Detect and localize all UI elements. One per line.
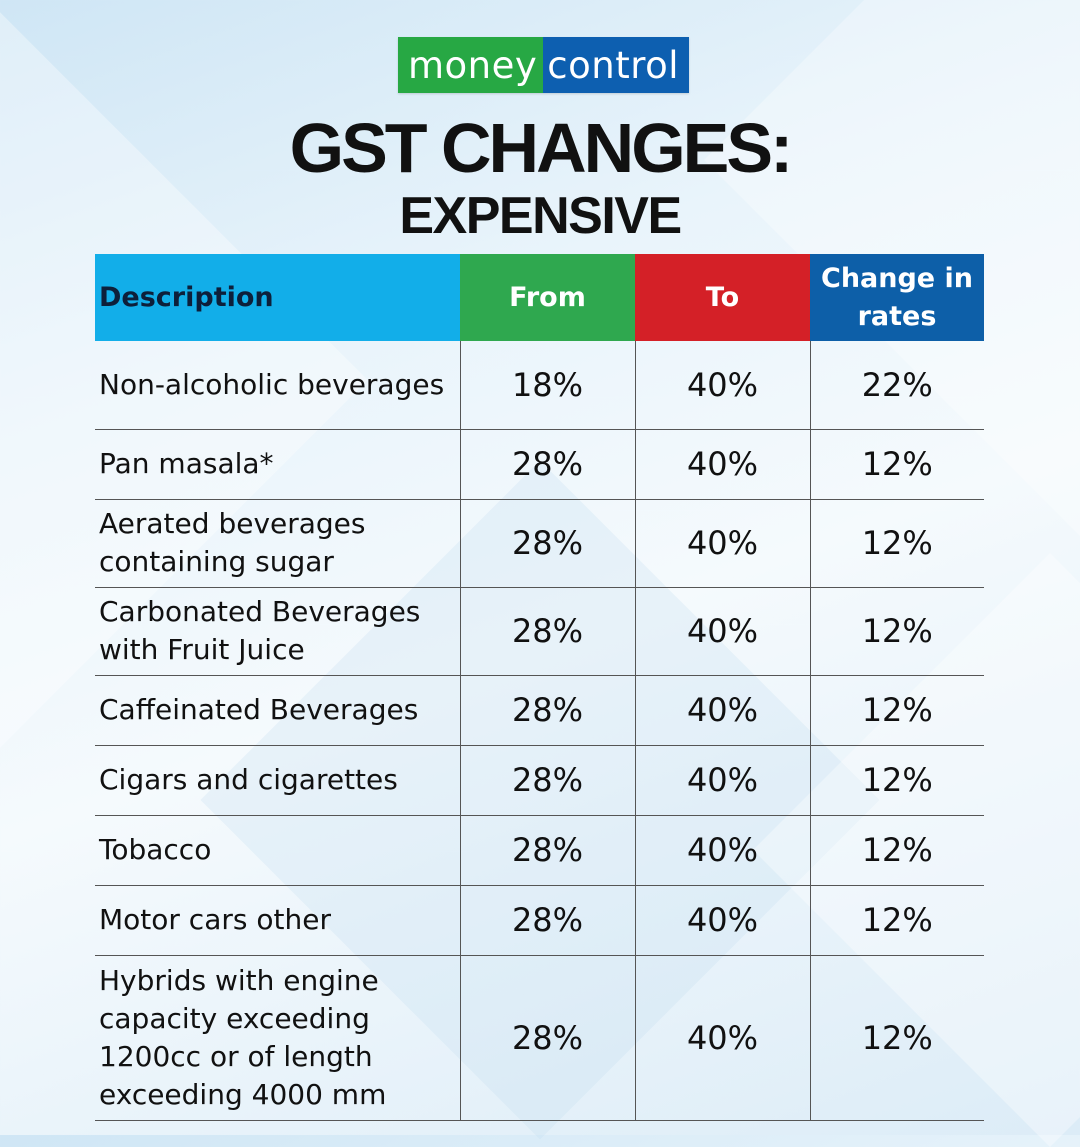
cell-to: 40% xyxy=(634,745,810,816)
cell-description: Motor cars other xyxy=(95,885,460,956)
cell-description: Pan masala* xyxy=(95,429,460,500)
table-row: Non-alcoholic beverages 18% 40% 22% xyxy=(95,341,984,430)
cell-change: 12% xyxy=(809,429,984,500)
cell-change: 12% xyxy=(809,955,984,1121)
cell-from: 28% xyxy=(459,587,635,676)
table-header-row: Description From To Change in rates xyxy=(95,254,984,341)
cell-to: 40% xyxy=(634,815,810,886)
cell-to: 40% xyxy=(634,429,810,500)
cell-change: 12% xyxy=(809,745,984,816)
cell-from: 28% xyxy=(459,815,635,886)
cell-from: 18% xyxy=(459,341,635,430)
table-row: Cigars and cigarettes 28% 40% 12% xyxy=(95,745,984,816)
cell-change: 12% xyxy=(809,885,984,956)
page-title: GST CHANGES: xyxy=(289,109,794,187)
page-subtitle: EXPENSIVE xyxy=(399,187,682,245)
table-row: Hybrids with engine capacity exceeding 1… xyxy=(95,955,984,1121)
table-row: Caffeinated Beverages 28% 40% 12% xyxy=(95,675,984,746)
cell-description: Non-alcoholic beverages xyxy=(95,341,460,430)
moneycontrol-logo: money control xyxy=(398,37,690,93)
cell-description: Carbonated Beverages with Fruit Juice xyxy=(95,587,460,676)
table-row: Pan masala* 28% 40% 12% xyxy=(95,429,984,500)
cell-change: 12% xyxy=(809,815,984,886)
cell-to: 40% xyxy=(634,955,810,1121)
cell-to: 40% xyxy=(634,341,810,430)
cell-change: 12% xyxy=(809,499,984,588)
cell-description: Aerated beverages containing sugar xyxy=(95,499,460,588)
header-change-in-rates: Change in rates xyxy=(810,254,984,341)
logo-money-part: money xyxy=(398,37,544,93)
cell-to: 40% xyxy=(634,885,810,956)
cell-from: 28% xyxy=(459,885,635,956)
gst-rates-table: Description From To Change in rates Non-… xyxy=(95,254,984,1121)
cell-to: 40% xyxy=(634,499,810,588)
cell-description: Caffeinated Beverages xyxy=(95,675,460,746)
cell-from: 28% xyxy=(459,499,635,588)
cell-change: 12% xyxy=(809,587,984,676)
cell-description: Cigars and cigarettes xyxy=(95,745,460,816)
cell-description: Tobacco xyxy=(95,815,460,886)
table-row: Aerated beverages containing sugar 28% 40%… xyxy=(95,499,984,588)
cell-from: 28% xyxy=(459,675,635,746)
header-description: Description xyxy=(95,254,460,341)
table-row: Tobacco 28% 40% 12% xyxy=(95,815,984,886)
cell-from: 28% xyxy=(459,429,635,500)
cell-to: 40% xyxy=(634,587,810,676)
cell-change: 12% xyxy=(809,675,984,746)
table-row: Carbonated Beverages with Fruit Juice 28%… xyxy=(95,587,984,676)
table-row: Motor cars other 28% 40% 12% xyxy=(95,885,984,956)
cell-from: 28% xyxy=(459,955,635,1121)
cell-description: Hybrids with engine capacity exceeding 1… xyxy=(95,955,460,1121)
logo-control-part: control xyxy=(543,37,690,93)
cell-to: 40% xyxy=(634,675,810,746)
header-to: To xyxy=(635,254,810,341)
cell-change: 22% xyxy=(809,341,984,430)
header-from: From xyxy=(460,254,635,341)
cell-from: 28% xyxy=(459,745,635,816)
